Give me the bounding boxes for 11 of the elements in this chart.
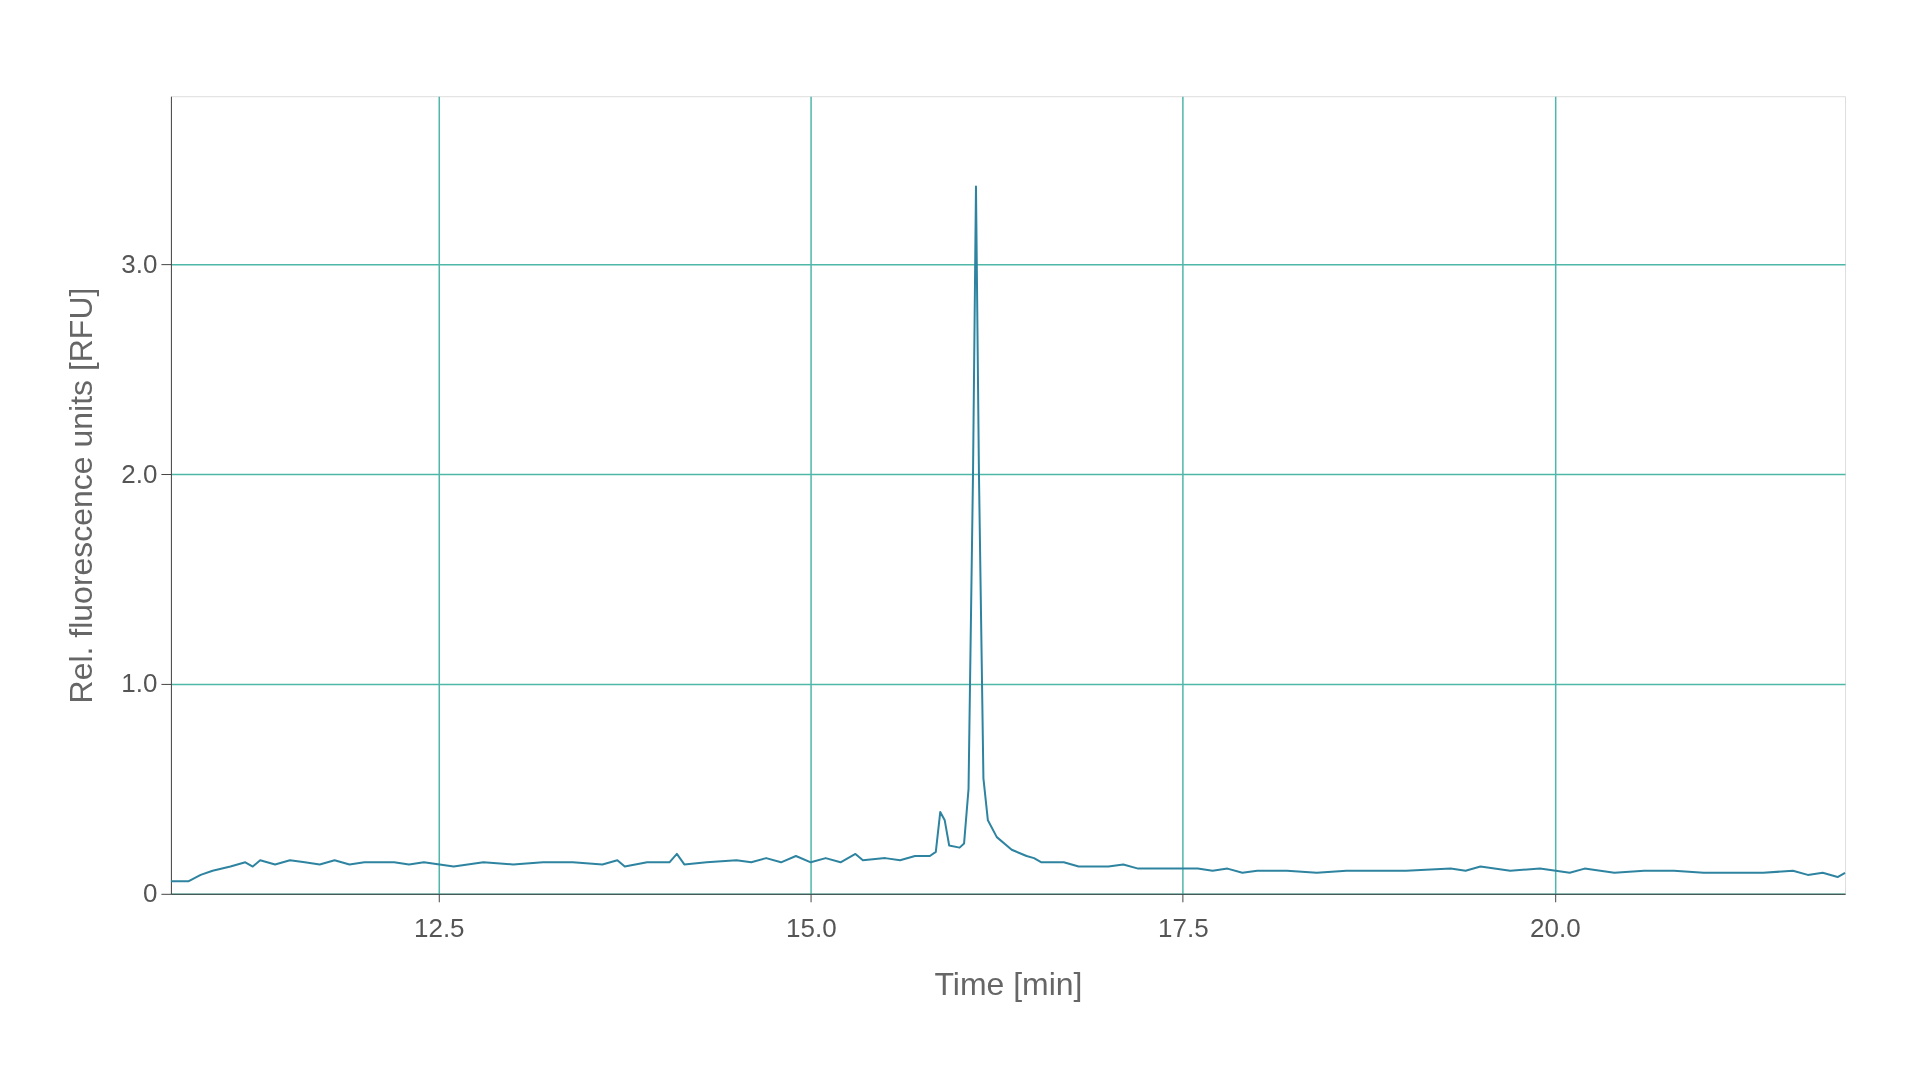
y-tick-label: 0 [142,878,158,909]
x-tick-label: 20.0 [1530,913,1581,944]
y-tick-label: 1.0 [121,668,158,699]
x-tick-label: 17.5 [1158,913,1209,944]
y-axis-title: Rel. fluorescence units [RFU] [63,287,100,704]
line-series [169,185,1847,883]
x-tick-label: 15.0 [786,913,837,944]
x-tick-label: 12.5 [414,913,465,944]
x-axis-title: Time [min] [934,966,1083,1003]
y-tick-label: 2.0 [121,458,158,489]
y-tick-label: 3.0 [121,248,158,279]
